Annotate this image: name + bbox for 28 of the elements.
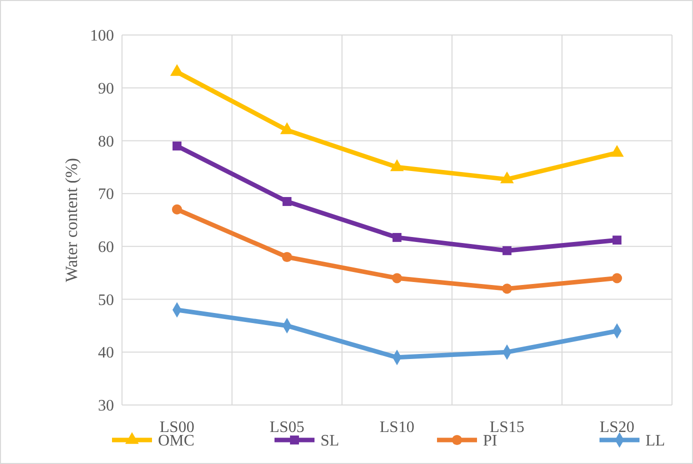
y-tick-label: 90 xyxy=(98,80,114,98)
point xyxy=(172,142,182,150)
point xyxy=(280,122,294,134)
point xyxy=(392,273,402,284)
y-axis-title: Water content (%) xyxy=(62,158,81,282)
y-tick-label: 70 xyxy=(98,186,114,204)
point xyxy=(282,197,292,206)
x-tick-label: LS10 xyxy=(380,419,414,436)
point xyxy=(172,204,182,214)
legend-label: LL xyxy=(646,432,666,450)
point xyxy=(500,171,514,184)
y-tick-label: 100 xyxy=(90,28,114,45)
point xyxy=(612,236,622,245)
point xyxy=(610,145,624,157)
y-tick-label: 40 xyxy=(98,344,114,362)
point xyxy=(390,159,404,172)
y-tick-label: 60 xyxy=(98,239,114,256)
point xyxy=(282,252,292,262)
point xyxy=(502,284,512,294)
legend-label: SL xyxy=(320,432,340,450)
point xyxy=(392,232,402,242)
y-tick-label: 30 xyxy=(98,398,114,415)
y-tick-label: 50 xyxy=(98,292,114,309)
point xyxy=(502,246,512,256)
point xyxy=(612,273,622,284)
x-tick-label: LS20 xyxy=(600,419,634,436)
y-tick-label: 80 xyxy=(98,133,114,150)
x-tick-label: LS05 xyxy=(270,419,304,436)
